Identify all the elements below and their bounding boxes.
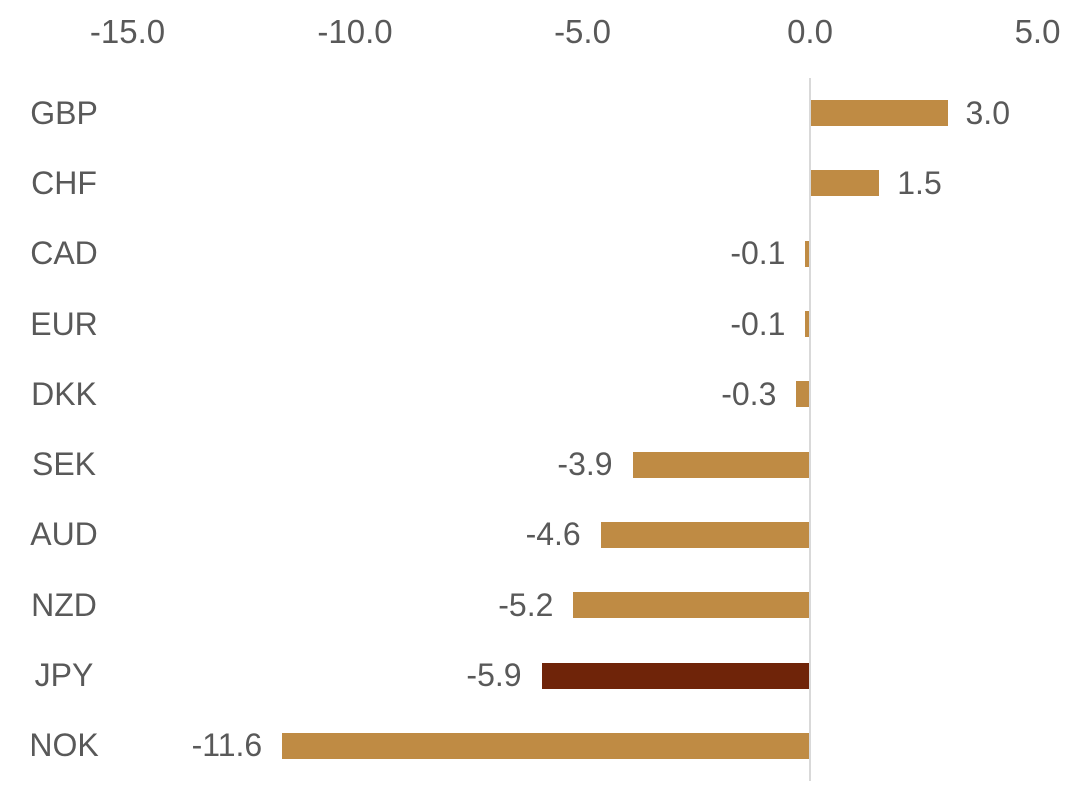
category-label-nzd: NZD	[31, 586, 97, 623]
value-label-aud: -4.6	[525, 516, 581, 553]
value-label-dkk: -0.3	[721, 375, 777, 412]
bar-aud	[600, 521, 810, 548]
category-label-jpy: JPY	[34, 657, 94, 694]
value-label-jpy: -5.9	[466, 657, 522, 694]
value-label-chf: 1.5	[897, 164, 942, 201]
x-axis-tick-label: -5.0	[554, 13, 611, 50]
bar-chf	[811, 170, 880, 197]
category-label-cad: CAD	[30, 235, 98, 272]
category-label-nok: NOK	[29, 727, 99, 764]
category-label-dkk: DKK	[31, 375, 97, 412]
value-label-cad: -0.1	[730, 235, 786, 272]
zero-axis-line	[809, 78, 811, 781]
bar-nok	[282, 732, 810, 759]
category-label-aud: AUD	[30, 516, 98, 553]
category-label-eur: EUR	[30, 305, 98, 342]
bar-dkk	[796, 381, 810, 408]
value-label-gbp: 3.0	[965, 94, 1010, 131]
category-label-gbp: GBP	[30, 94, 98, 131]
bar-cad	[805, 240, 810, 267]
x-axis-tick-label: 5.0	[1014, 13, 1061, 50]
x-axis-tick-label: -15.0	[89, 13, 166, 50]
bar-sek	[632, 451, 810, 478]
value-label-nok: -11.6	[191, 727, 263, 764]
category-label-chf: CHF	[31, 164, 97, 201]
bar-nzd	[573, 592, 810, 619]
bar-gbp	[811, 100, 948, 127]
category-label-sek: SEK	[31, 446, 97, 483]
value-label-eur: -0.1	[730, 305, 786, 342]
bar-jpy	[541, 662, 810, 689]
x-axis-tick-label: -10.0	[317, 13, 393, 50]
bar-eur	[805, 311, 810, 338]
value-label-sek: -3.9	[557, 446, 613, 483]
value-label-nzd: -5.2	[498, 586, 554, 623]
x-axis-tick-label: 0.0	[787, 13, 833, 50]
